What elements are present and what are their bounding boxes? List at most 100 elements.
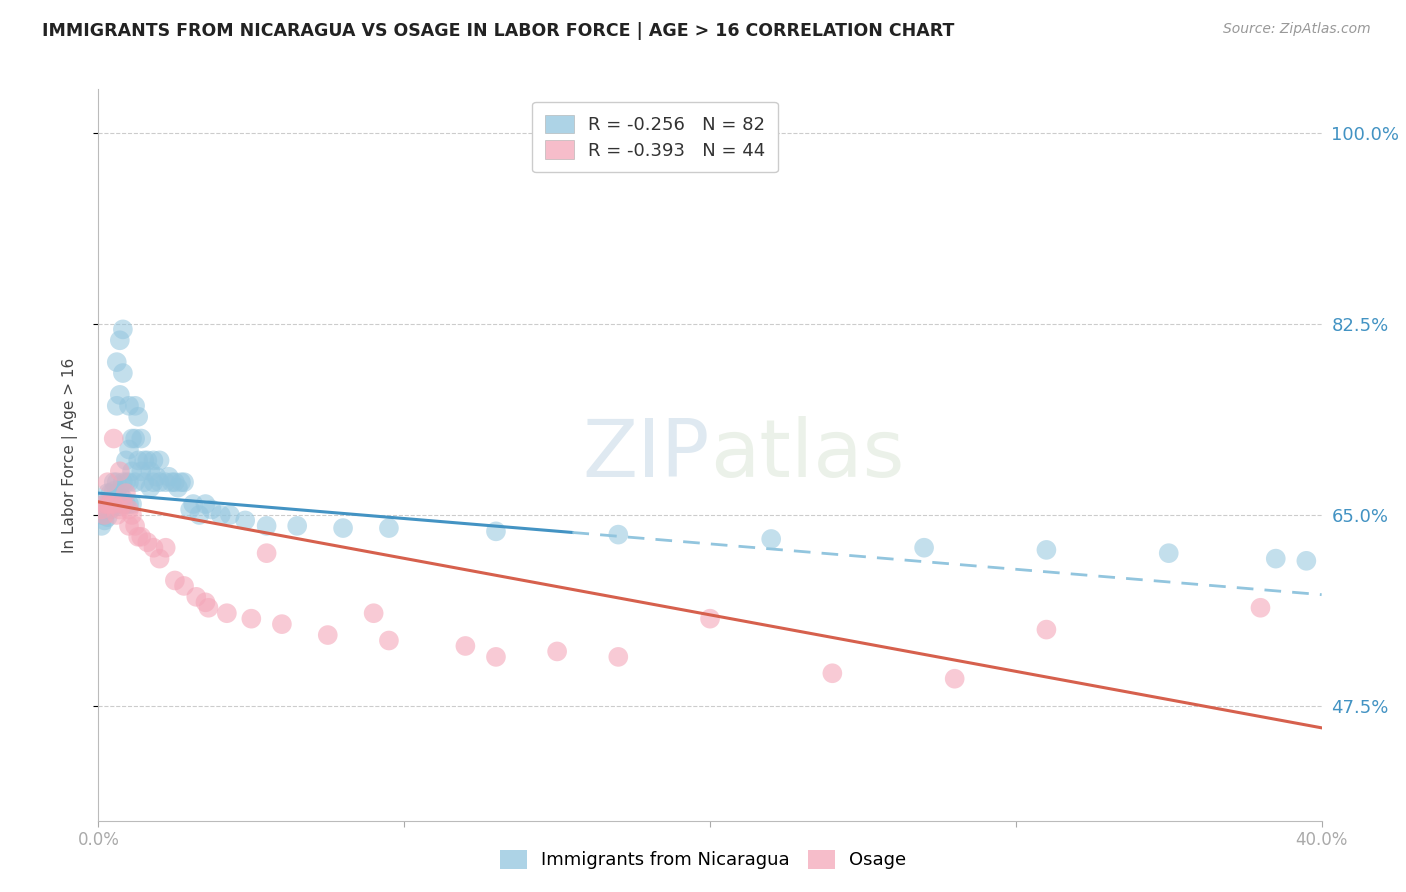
Point: [163, 475, 186, 490]
Point: [90, 519, 112, 533]
Point: [129, 530, 152, 544]
Point: [90, 508, 112, 522]
Point: [332, 521, 354, 535]
Point: [149, 475, 172, 490]
Text: Source: ZipAtlas.com: Source: ZipAtlas.com: [1223, 22, 1371, 37]
Point: [240, 612, 263, 626]
Text: ZIP: ZIP: [582, 416, 710, 494]
Point: [108, 502, 131, 516]
Point: [197, 600, 219, 615]
Point: [111, 322, 134, 336]
Point: [134, 453, 156, 467]
Point: [209, 508, 232, 522]
Point: [103, 475, 125, 490]
Point: [157, 469, 180, 483]
Point: [194, 497, 217, 511]
Point: [136, 535, 159, 549]
Point: [97, 486, 120, 500]
Point: [93, 497, 115, 511]
Point: [103, 483, 125, 498]
Point: [100, 486, 122, 500]
Point: [139, 464, 162, 478]
Point: [1264, 551, 1286, 566]
Point: [121, 508, 143, 522]
Point: [173, 475, 195, 490]
Point: [111, 491, 134, 506]
Point: [170, 475, 193, 490]
Y-axis label: In Labor Force | Age > 16: In Labor Force | Age > 16: [62, 358, 77, 552]
Point: [111, 497, 134, 511]
Point: [111, 475, 134, 490]
Point: [215, 606, 238, 620]
Point: [103, 497, 125, 511]
Point: [233, 513, 256, 527]
Point: [105, 399, 128, 413]
Point: [97, 502, 120, 516]
Point: [90, 502, 112, 516]
Point: [103, 500, 125, 514]
Point: [105, 486, 128, 500]
Point: [97, 497, 120, 511]
Point: [1249, 600, 1271, 615]
Point: [118, 502, 141, 516]
Point: [118, 519, 141, 533]
Point: [97, 475, 120, 490]
Point: [194, 595, 217, 609]
Point: [167, 481, 190, 495]
Point: [118, 497, 141, 511]
Point: [121, 432, 143, 446]
Point: [699, 612, 721, 626]
Point: [378, 521, 401, 535]
Point: [256, 519, 278, 533]
Point: [155, 475, 177, 490]
Legend: R = -0.256   N = 82, R = -0.393   N = 44: R = -0.256 N = 82, R = -0.393 N = 44: [531, 102, 778, 172]
Point: [127, 530, 149, 544]
Point: [118, 442, 141, 457]
Point: [139, 481, 162, 495]
Point: [607, 649, 630, 664]
Point: [316, 628, 339, 642]
Point: [108, 486, 131, 500]
Point: [546, 644, 568, 658]
Point: [219, 508, 242, 522]
Text: IMMIGRANTS FROM NICARAGUA VS OSAGE IN LABOR FORCE | AGE > 16 CORRELATION CHART: IMMIGRANTS FROM NICARAGUA VS OSAGE IN LA…: [42, 22, 955, 40]
Legend: Immigrants from Nicaragua, Osage: Immigrants from Nicaragua, Osage: [491, 841, 915, 879]
Point: [149, 453, 172, 467]
Point: [108, 333, 131, 347]
Point: [485, 649, 508, 664]
Point: [363, 606, 385, 620]
Point: [200, 502, 222, 516]
Point: [179, 502, 201, 516]
Point: [188, 508, 211, 522]
Point: [100, 497, 122, 511]
Point: [1295, 554, 1317, 568]
Point: [124, 399, 146, 413]
Point: [105, 475, 128, 490]
Point: [181, 497, 204, 511]
Point: [105, 355, 128, 369]
Point: [285, 519, 308, 533]
Point: [142, 475, 165, 490]
Point: [912, 541, 935, 555]
Point: [127, 453, 149, 467]
Point: [115, 497, 138, 511]
Point: [454, 639, 477, 653]
Point: [93, 508, 115, 522]
Point: [173, 579, 195, 593]
Point: [121, 497, 143, 511]
Point: [607, 527, 630, 541]
Point: [129, 464, 152, 478]
Point: [93, 508, 115, 522]
Point: [145, 469, 167, 483]
Point: [108, 500, 131, 514]
Point: [93, 497, 115, 511]
Point: [485, 524, 508, 539]
Point: [136, 453, 159, 467]
Point: [103, 432, 125, 446]
Point: [118, 475, 141, 490]
Point: [127, 409, 149, 424]
Text: atlas: atlas: [710, 416, 904, 494]
Point: [270, 617, 292, 632]
Point: [149, 551, 172, 566]
Point: [100, 497, 122, 511]
